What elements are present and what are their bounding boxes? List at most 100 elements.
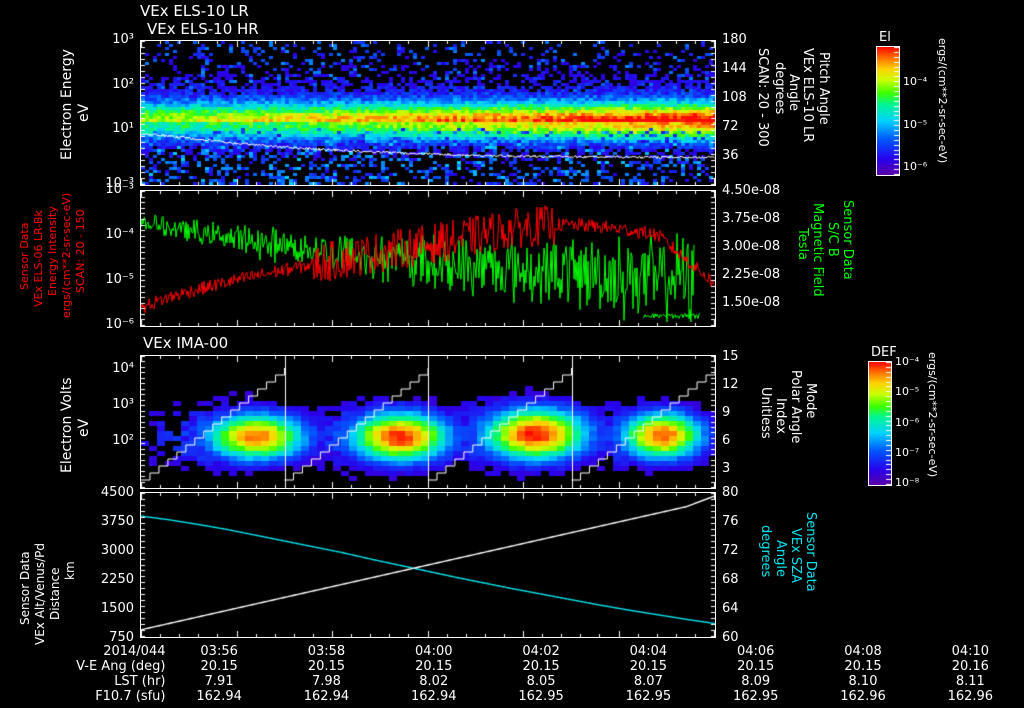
panel2-right-axis-label-4: Tesla: [795, 228, 810, 261]
panel3-title: VEx IMA-00: [143, 334, 229, 352]
panel1-right-axis-label-5: SCAN: 20 - 300: [755, 48, 770, 147]
panel2-left-axis-label-1: Sensor Data: [18, 222, 31, 290]
panel2-left-axis-label-2: VEx ELS-06 LR-Bk: [32, 210, 45, 307]
table-cell: 8.10: [848, 674, 878, 689]
table-row: LST (hr) 7.91 7.98 8.02 8.05 8.07 8.09 8.10 8.11: [0, 674, 1024, 689]
panel4-ytick-5: 750: [109, 630, 134, 645]
panel2-ytick-2: 10⁻⁵: [105, 272, 134, 287]
panel2-left-axis-label-4: ergs/(cm**2-sr-sec-eV): [60, 192, 73, 318]
panel1-right-axis-label-2: VEx ELS-10 LR: [800, 48, 815, 143]
panel4-ytick-right-5: 60: [722, 630, 739, 645]
table-cell: 20.15: [737, 659, 775, 674]
panel1-title-line-1: VEx ELS-10 LR: [140, 2, 249, 20]
panel-altitude-sza[interactable]: [140, 492, 716, 638]
panel2-ytick-right-0: 4.50e-08: [722, 183, 781, 198]
panel1-ytick-2: 10¹: [112, 121, 134, 136]
panel3-ytick-1: 10³: [112, 397, 134, 412]
panel1-right-axis-label-1: Pitch Angle: [816, 52, 831, 125]
table-cell: 20.15: [307, 659, 346, 674]
panel3-left-axis-label-2: eV: [76, 418, 92, 437]
panel4-ytick-right-4: 64: [722, 601, 739, 616]
table-cell: 162.95: [625, 689, 672, 704]
table-row: F10.7 (sfu) 162.94 162.94 162.94 162.95 162.9…: [0, 689, 1024, 704]
panel4-ytick-right-1: 76: [722, 514, 739, 529]
panel-ima-spectrogram[interactable]: [140, 355, 716, 489]
panel1-colorbar-tick-1: 10⁻⁵: [903, 118, 928, 131]
panel3-colorbar-tick-1: 10⁻⁵: [895, 385, 920, 398]
table-cell: 7.91: [204, 674, 234, 689]
table-cell: 03:58: [307, 644, 346, 659]
table-cell: 8.11: [955, 674, 985, 689]
panel3-right-axis-label-4: Unitless: [758, 387, 773, 439]
panel1-right-axis-label-4: degrees: [772, 62, 787, 115]
panel4-right-axis-label-2: VEx SZA: [788, 528, 803, 583]
table-cell: 162.94: [196, 689, 242, 704]
table-cell: 04:08: [844, 644, 882, 659]
table-row-label: 2014/044: [103, 644, 166, 659]
panel3-right-axis-label-3: Index: [773, 398, 788, 434]
table-cell: 04:04: [629, 644, 668, 659]
panel4-right-axis-label-3: Angle: [773, 540, 788, 577]
panel2-right-axis-label-1: Sensor Data: [840, 200, 855, 280]
table-cell: 04:02: [522, 644, 560, 659]
panel3-ytick-0: 10⁴: [112, 361, 134, 376]
table-row-label: V-E Ang (deg): [76, 659, 166, 674]
panel3-left-axis-label-1: Electron Volts: [59, 377, 75, 473]
table-cell: 04:06: [736, 644, 775, 659]
panel4-ytick-4: 1500: [100, 601, 134, 616]
table-cell: 20.15: [415, 659, 453, 674]
table-row-label: F10.7 (sfu): [95, 689, 166, 704]
panel4-ytick-right-0: 80: [722, 485, 739, 500]
table-cell: 162.94: [303, 689, 350, 704]
panel1-left-axis-label-1: Electron Energy: [59, 49, 75, 160]
table-row: 2014/044 03:56 03:58 04:00 04:02 04:04 04:06 04…: [0, 644, 1024, 659]
table-cell: 20.15: [522, 659, 560, 674]
table-cell: 20.16: [951, 659, 989, 674]
panel4-left-axis-label-4: km: [63, 561, 77, 580]
panel1-ytick-0: 10³: [112, 32, 134, 47]
table-cell: 8.02: [419, 674, 449, 689]
panel3-colorbar-tick-3: 10⁻⁷: [895, 446, 920, 459]
panel2-ytick-0: 10⁻³: [105, 182, 134, 197]
altitude-sza-canvas: [141, 493, 715, 637]
panel1-right-axis-label-3: Angle: [786, 74, 801, 111]
panel3-colorbar-unit-label: ergs/(cm**2-sr-sec-eV): [926, 352, 939, 478]
panel3-ytick-right-1: 12: [722, 377, 739, 392]
panel-els-spectrogram[interactable]: [140, 40, 716, 186]
panel1-colorbar-title: El: [879, 30, 891, 45]
table-cell: 162.96: [840, 689, 886, 704]
panel4-right-axis-label-4: degrees: [758, 525, 773, 578]
table-row-label: LST (hr): [114, 674, 166, 689]
table-cell: 162.96: [947, 689, 994, 704]
panel2-ytick-3: 10⁻⁶: [105, 317, 134, 332]
panel2-right-axis-label-3: Magnetic Field: [810, 203, 825, 297]
panel2-ytick-right-3: 2.25e-08: [722, 267, 781, 282]
panel1-ytick-1: 10²: [112, 77, 134, 92]
table-cell: 162.95: [518, 689, 564, 704]
table-cell: 8.07: [633, 674, 663, 689]
panel3-ytick-right-2: 9: [722, 405, 731, 420]
panel2-left-axis-label-3: Energy Intensity: [46, 206, 59, 296]
panel3-ytick-2: 10²: [112, 433, 134, 448]
panel1-colorbar: [876, 46, 900, 176]
table-cell: 03:56: [200, 644, 238, 659]
table-cell: 04:10: [951, 644, 990, 659]
ima-spectrogram-canvas: [141, 356, 715, 488]
panel2-ytick-right-4: 1.50e-08: [722, 295, 781, 310]
panel4-left-axis-label-1: Sensor Data: [18, 551, 32, 625]
panel4-ytick-1: 3750: [100, 514, 134, 529]
panel4-right-axis-label-1: Sensor Data: [803, 512, 818, 592]
panel1-ytick-right-0: 180: [722, 32, 747, 47]
panel3-colorbar-tick-0: 10⁻⁴: [895, 355, 920, 368]
panel2-left-axis-label-5: SCAN: 20 - 150: [74, 209, 87, 293]
panel3-ytick-right-0: 15: [722, 349, 739, 364]
panel-intensity-bfield[interactable]: [140, 190, 716, 327]
els-spectrogram-canvas: [141, 41, 715, 185]
table-cell: 162.95: [732, 689, 779, 704]
panel2-ytick-1: 10⁻⁴: [105, 227, 134, 242]
panel3-right-axis-label-1: Mode: [803, 383, 818, 419]
table-cell: 7.98: [311, 674, 341, 689]
panel2-ytick-right-1: 3.75e-08: [722, 211, 781, 226]
table-cell: 8.09: [741, 674, 771, 689]
